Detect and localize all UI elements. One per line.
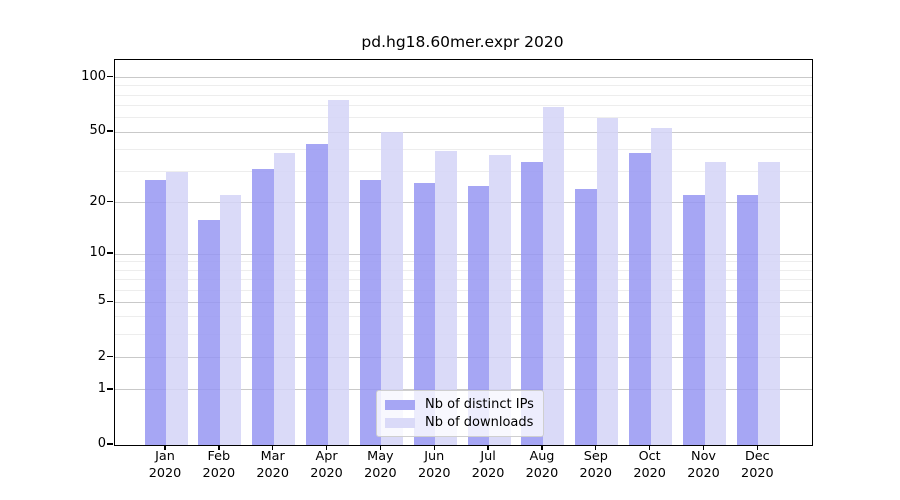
y-tick-label-100: 100: [81, 68, 106, 84]
gridline-minor-90: [115, 85, 812, 87]
gridline-minor-3: [115, 334, 812, 336]
x-tick-mark-apr: [325, 444, 328, 450]
bar-ips-jan: [144, 179, 166, 445]
x-tick-mark-oct: [648, 444, 651, 450]
bar-downloads-oct: [650, 127, 673, 445]
y-tick-label-10: 10: [89, 245, 106, 261]
gridline-major-5: [115, 301, 812, 303]
x-tick-mark-nov: [702, 444, 705, 450]
x-tick-mark-feb: [218, 444, 220, 450]
legend-item-distinct-ips: Nb of distinct IPs: [385, 397, 535, 412]
y-tick-mark-1: [107, 388, 113, 390]
bar-downloads-nov: [704, 162, 726, 445]
x-tick-label-aug: Aug 2020: [525, 449, 559, 481]
x-tick-label-nov: Nov 2020: [687, 449, 720, 481]
gridline-minor-30: [115, 171, 812, 173]
x-tick-label-may: May 2020: [364, 449, 397, 481]
gridline-major-1: [115, 389, 812, 391]
bar-ips-mar: [252, 169, 274, 445]
x-tick-label-sep: Sep 2020: [579, 449, 613, 481]
y-tick-label-0: 0: [97, 436, 106, 451]
x-tick-mark-jun: [433, 444, 435, 450]
x-tick-mark-jan: [164, 444, 166, 450]
plot-area: Nb of distinct IPs Nb of downloads: [114, 59, 813, 446]
x-tick-mark-sep: [595, 444, 597, 450]
bar-downloads-jan: [166, 171, 188, 445]
legend-swatch-downloads-icon: [385, 417, 415, 428]
gridline-minor-80: [115, 94, 812, 96]
x-tick-label-oct: Oct 2020: [633, 449, 666, 481]
bar-downloads-jul: [489, 155, 511, 445]
legend-label-downloads: Nb of downloads: [425, 415, 534, 430]
gridline-minor-8: [115, 269, 812, 271]
gridline-major-10: [115, 253, 812, 255]
y-tick-mark-5: [107, 300, 113, 303]
bar-downloads-sep: [596, 117, 619, 445]
legend-swatch-distinct-ips-icon: [385, 399, 415, 410]
gridline-minor-70: [115, 105, 812, 107]
legend-label-distinct-ips: Nb of distinct IPs: [425, 397, 534, 412]
x-tick-mark-mar: [272, 444, 274, 450]
y-tick-label-2: 2: [97, 348, 106, 364]
x-tick-label-jan: Jan 2020: [148, 449, 182, 481]
x-tick-label-jun: Jun 2020: [417, 449, 451, 481]
legend: Nb of distinct IPs Nb of downloads: [376, 390, 544, 437]
gridline-major-2: [115, 357, 812, 359]
x-tick-mark-dec: [756, 444, 759, 450]
bar-ips-jun: [413, 182, 436, 445]
x-tick-label-mar: Mar 2020: [256, 449, 289, 481]
x-tick-mark-aug: [541, 444, 543, 450]
bar-ips-apr: [306, 143, 328, 445]
bar-downloads-mar: [273, 153, 296, 445]
chart-title: pd.hg18.60mer.expr 2020: [361, 33, 564, 51]
bar-ips-jul: [467, 185, 490, 445]
x-tick-label-apr: Apr 2020: [310, 449, 343, 481]
x-tick-label-dec: Dec 2020: [741, 449, 774, 481]
bar-ips-aug: [521, 162, 543, 445]
bar-downloads-jun: [435, 151, 457, 445]
bar-ips-may: [359, 179, 382, 445]
y-tick-mark-0: [107, 443, 113, 445]
bar-ips-dec: [736, 195, 759, 445]
bar-ips-oct: [629, 153, 651, 445]
gridline-minor-9: [115, 261, 812, 263]
y-tick-label-50: 50: [89, 123, 106, 138]
gridline-major-20: [115, 202, 812, 204]
bar-ips-sep: [575, 188, 597, 445]
gridline-minor-60: [115, 117, 812, 119]
gridline-minor-7: [115, 278, 812, 280]
y-tick-label-1: 1: [97, 380, 106, 396]
y-tick-mark-2: [107, 355, 113, 358]
y-tick-mark-50: [107, 130, 113, 132]
gridline-minor-4: [115, 316, 812, 318]
y-tick-mark-10: [107, 252, 113, 254]
gridline-major-50: [115, 131, 812, 133]
bar-downloads-apr: [327, 100, 350, 445]
y-tick-mark-100: [107, 75, 113, 78]
y-tick-mark-20: [107, 200, 113, 203]
y-tick-label-20: 20: [89, 193, 106, 209]
gridline-minor-40: [115, 148, 812, 150]
x-tick-mark-may: [379, 444, 382, 450]
bar-downloads-aug: [542, 106, 565, 445]
bar-downloads-dec: [758, 162, 780, 445]
gridline-minor-6: [115, 289, 812, 291]
x-tick-label-jul: Jul 2020: [471, 449, 505, 481]
bar-ips-nov: [683, 195, 705, 445]
bar-downloads-may: [381, 132, 403, 445]
x-tick-label-feb: Feb 2020: [202, 449, 236, 481]
gridline-major-100: [115, 77, 812, 79]
bar-downloads-feb: [219, 195, 242, 445]
legend-item-downloads: Nb of downloads: [385, 415, 535, 430]
x-tick-mark-jul: [487, 444, 489, 450]
bar-ips-feb: [198, 219, 220, 445]
y-tick-label-5: 5: [97, 293, 106, 309]
